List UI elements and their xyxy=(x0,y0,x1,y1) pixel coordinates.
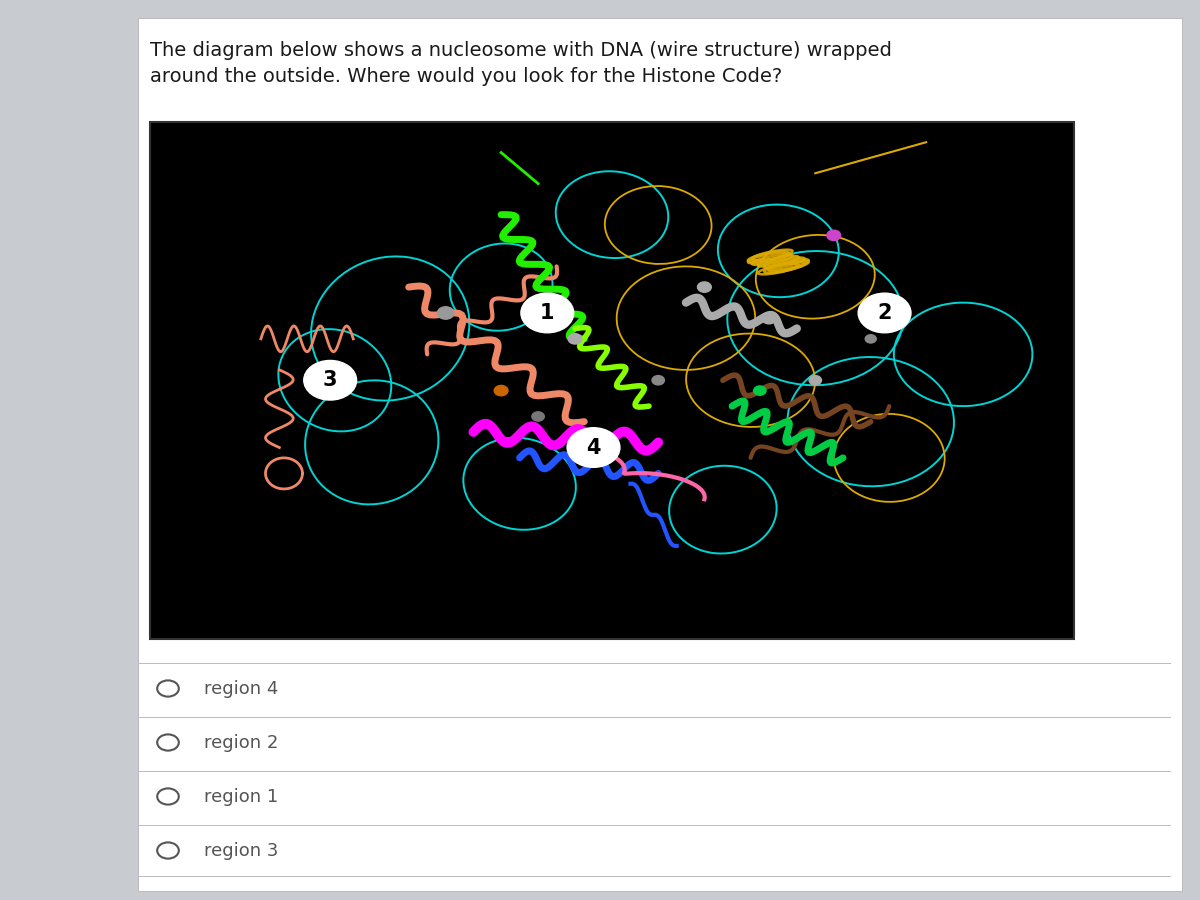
Text: 3: 3 xyxy=(323,370,337,391)
Text: The diagram below shows a nucleosome with DNA (wire structure) wrapped: The diagram below shows a nucleosome wit… xyxy=(150,40,892,59)
Circle shape xyxy=(521,293,574,333)
Text: region 2: region 2 xyxy=(204,734,278,752)
Text: region 1: region 1 xyxy=(204,788,278,806)
Circle shape xyxy=(652,375,665,385)
Text: region 3: region 3 xyxy=(204,842,278,859)
Circle shape xyxy=(568,428,620,467)
Bar xyxy=(138,18,1182,891)
Circle shape xyxy=(494,385,508,396)
Text: 2: 2 xyxy=(877,303,892,323)
Circle shape xyxy=(568,334,582,344)
Circle shape xyxy=(858,293,911,333)
Circle shape xyxy=(865,335,876,343)
Text: 1: 1 xyxy=(540,303,554,323)
Circle shape xyxy=(697,282,712,292)
Circle shape xyxy=(532,412,545,421)
Text: 4: 4 xyxy=(587,437,601,457)
Text: around the outside. Where would you look for the Histone Code?: around the outside. Where would you look… xyxy=(150,68,782,86)
Circle shape xyxy=(827,230,841,240)
Text: region 4: region 4 xyxy=(204,680,278,698)
Circle shape xyxy=(754,386,766,395)
Circle shape xyxy=(304,361,356,400)
Bar xyxy=(150,122,1074,639)
Circle shape xyxy=(438,307,454,320)
Circle shape xyxy=(809,375,822,385)
Circle shape xyxy=(762,312,776,324)
